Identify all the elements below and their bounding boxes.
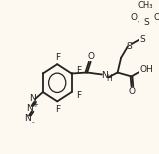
Text: O: O bbox=[87, 52, 94, 61]
Text: F: F bbox=[76, 91, 81, 99]
Text: N: N bbox=[27, 104, 33, 113]
Text: H: H bbox=[106, 74, 112, 83]
Text: OH: OH bbox=[139, 65, 153, 74]
Text: S: S bbox=[143, 18, 149, 27]
Text: O: O bbox=[153, 13, 159, 22]
Text: S: S bbox=[139, 35, 145, 44]
Text: -: - bbox=[31, 120, 34, 126]
Text: N: N bbox=[101, 71, 108, 80]
Text: F: F bbox=[55, 105, 60, 114]
Text: S: S bbox=[126, 42, 132, 51]
Text: +: + bbox=[32, 102, 38, 108]
Text: F: F bbox=[55, 53, 60, 62]
Text: O: O bbox=[129, 87, 136, 96]
Text: O: O bbox=[131, 13, 138, 22]
Text: N: N bbox=[29, 94, 36, 103]
Text: N: N bbox=[24, 114, 31, 123]
Text: F: F bbox=[76, 66, 81, 75]
Text: CH₃: CH₃ bbox=[138, 1, 153, 10]
